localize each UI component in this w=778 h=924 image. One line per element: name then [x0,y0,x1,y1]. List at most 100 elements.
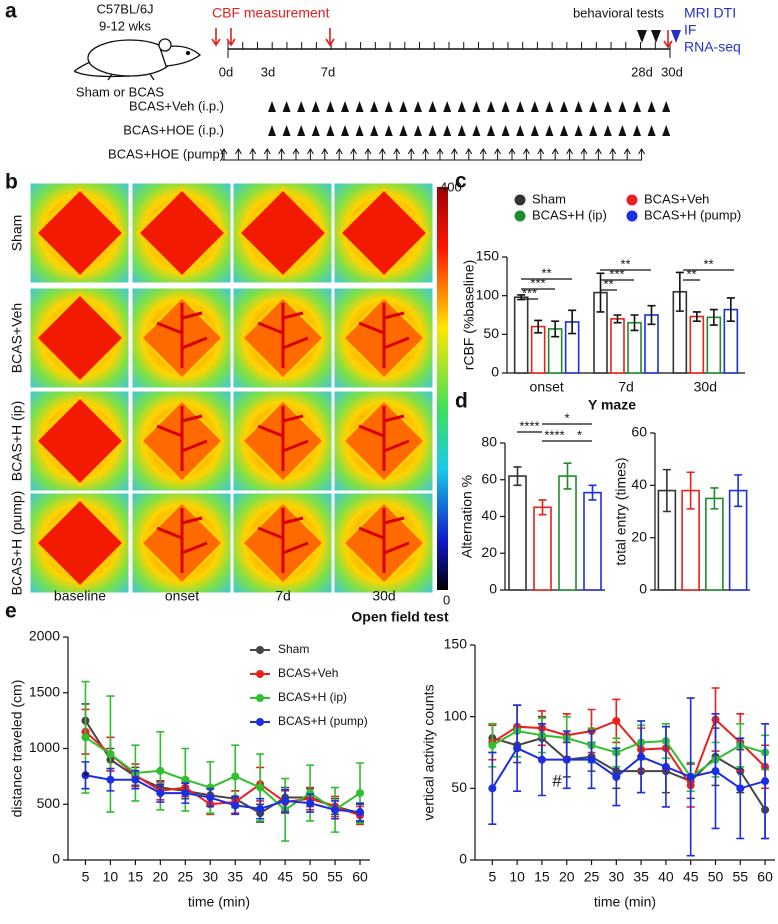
y-tick-label: 0 [489,581,497,597]
injection-marker [574,101,583,112]
y-tick-label: 60 [631,424,647,440]
bar [583,491,602,591]
x-tick-label: 60 [757,869,773,885]
x-tick-label: onset [530,379,564,395]
y-tick-label: 40 [481,507,497,523]
age: 9-12 wks [99,18,152,33]
x-tick-label: 35 [633,869,649,885]
injection-marker [603,125,612,136]
point [181,789,190,798]
point [513,744,522,753]
arrowhead [637,30,647,43]
x-axis-label: time (min) [188,894,250,910]
point [637,752,646,761]
significance-label: ** [603,276,613,291]
significance-label: ** [703,256,713,271]
y-tick-label: 100 [476,286,500,302]
error-bar [662,468,671,513]
significance-label: * [564,410,569,425]
injection-marker [268,101,276,112]
point [488,784,497,793]
image-grid: Sham BCAS+Veh BCAS+H (ip) BCAS+H (pump) base… [9,182,434,604]
point [612,716,621,725]
bar [558,475,577,591]
cbf-label: CBF measurement [212,5,330,21]
legend-label: BCAS+Veh [278,666,338,680]
error-bar [686,471,695,510]
injection-marker [414,125,422,136]
point [281,796,290,805]
x-tick-label: 15 [128,869,144,885]
legend-marker [256,718,264,726]
chart-title: Open field test [351,609,449,625]
panel-label: c [455,170,467,193]
pump-marker [479,148,487,160]
colorbar-max: 400 [440,179,462,194]
image-tissue [236,186,330,280]
injection-marker [662,101,671,112]
injection-marker [545,125,554,136]
pump-marker [436,148,444,160]
injection-marker [487,101,495,112]
endpoint: RNA-seq [684,39,741,55]
injection-marker [355,125,364,136]
x-tick-label: 30 [202,869,218,885]
point [106,775,115,784]
injection-marker [618,101,627,112]
injection-marker [282,101,291,112]
significance-label: **** [519,418,539,433]
pump-marker [508,148,516,160]
significance-label: ** [620,256,630,271]
annotation: # [552,771,562,790]
panel-label: e [5,600,17,623]
error-bar [734,474,743,508]
pump-marker [393,148,401,160]
pump-marker [407,148,415,160]
legend-marker [514,194,526,206]
error-bar [534,319,543,334]
legend-marker [256,694,264,702]
point [587,755,596,764]
point [661,762,670,771]
injection-marker [384,101,393,112]
legend-label: Sham [278,642,309,656]
injection-marker [282,125,291,136]
column-label: 30d [372,588,395,604]
injection-marker [414,101,422,112]
injection-marker [341,101,349,112]
pump-marker [234,148,242,160]
image-vessel [156,406,208,471]
significance-label: **** [544,427,564,442]
legend-label: BCAS+H (pump) [644,207,741,222]
injection-marker [326,125,335,136]
significance-label: *** [609,266,624,281]
image-tissue [337,186,431,280]
point [686,772,695,781]
x-tick-label: 10 [103,869,119,885]
injection-marker [516,101,525,112]
point [81,771,90,780]
pump-marker [422,148,430,160]
series-line [84,736,361,812]
x-tick-label: 50 [302,869,318,885]
injection-marker [662,125,671,136]
point [356,789,365,798]
significance-label: *** [522,285,537,300]
x-tick-label: 55 [327,869,343,885]
behavior-label: behavioral tests [573,5,665,20]
cbf-arrow [211,28,221,47]
injection-marker [457,101,466,112]
significance-label: *** [530,275,545,290]
arrowhead [671,30,681,43]
point [612,772,621,781]
bar [508,475,527,591]
pump-marker [249,148,257,160]
x-tick-label: 30d [694,379,717,395]
x-tick-label: 5 [488,869,496,885]
y-tick-label: 60 [481,470,497,486]
point [181,775,190,784]
injection-marker [384,125,393,136]
pump-marker [465,148,473,160]
injection-marker [428,101,437,112]
